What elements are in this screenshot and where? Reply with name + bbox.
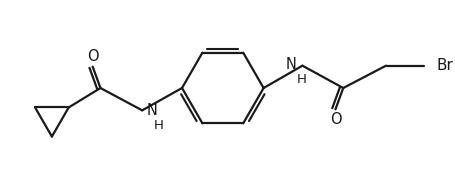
Text: H: H: [297, 73, 306, 86]
Text: Br: Br: [436, 58, 453, 73]
Text: N: N: [147, 103, 158, 118]
Text: O: O: [87, 49, 98, 64]
Text: O: O: [330, 112, 341, 127]
Text: N: N: [286, 57, 297, 72]
Text: H: H: [154, 119, 164, 132]
